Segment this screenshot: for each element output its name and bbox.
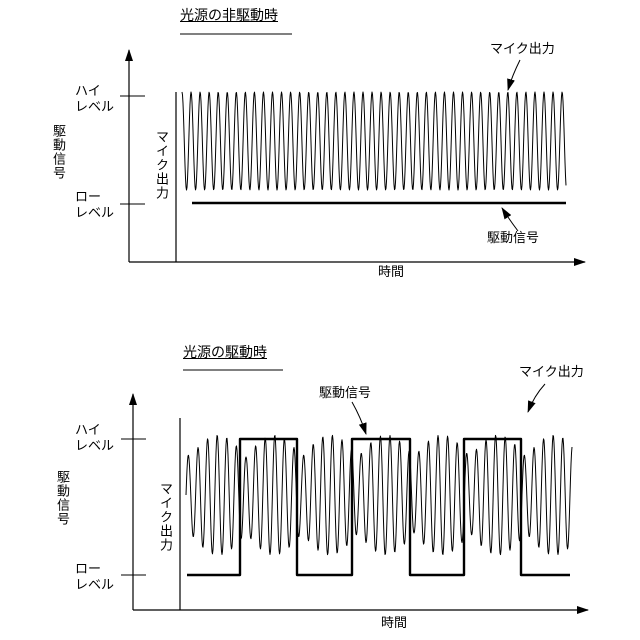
bottom-level-high-line2: レベル — [75, 440, 114, 453]
bottom-time-axis-label: 時間 — [381, 617, 407, 630]
bottom-drive-signal-leader — [352, 402, 366, 434]
top-mic-output-leader — [508, 60, 520, 90]
bottom-drive-signal-axis-label: 駆動信号 — [55, 470, 68, 526]
top-drive-signal-leader — [502, 208, 518, 231]
top-drive-signal-callout: 駆動信号 — [487, 232, 539, 245]
bottom-level-high-line1: ハイ — [75, 424, 101, 437]
bottom-drive-signal-callout: 駆動信号 — [319, 387, 371, 400]
top-drive-signal-axis-label: 駆動信号 — [51, 124, 64, 180]
bottom-mic-output-wave — [186, 435, 572, 554]
top-mic-output-callout: マイク出力 — [490, 43, 555, 56]
top-level-high-line2: レベル — [75, 101, 114, 114]
top-level-low-line1: ロー — [75, 191, 101, 204]
top-time-axis-label: 時間 — [378, 266, 404, 279]
top-mic-output-axis-label: マイク出力 — [154, 130, 167, 200]
bottom-panel-title: 光源の駆動時 — [183, 346, 267, 360]
top-level-high-line1: ハイ — [75, 85, 101, 98]
bottom-mic-output-leader — [528, 384, 545, 412]
bottom-level-low-line1: ロー — [75, 563, 101, 576]
bottom-level-low-line2: レベル — [75, 579, 114, 592]
top-panel-title: 光源の非駆動時 — [180, 9, 278, 23]
top-level-low-line2: レベル — [75, 207, 114, 220]
bottom-mic-output-callout: マイク出力 — [519, 366, 584, 379]
bottom-mic-output-axis-label: マイク出力 — [158, 482, 171, 552]
top-mic-output-wave — [182, 92, 566, 190]
